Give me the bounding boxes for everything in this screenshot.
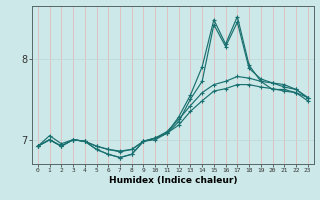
X-axis label: Humidex (Indice chaleur): Humidex (Indice chaleur) <box>108 176 237 185</box>
